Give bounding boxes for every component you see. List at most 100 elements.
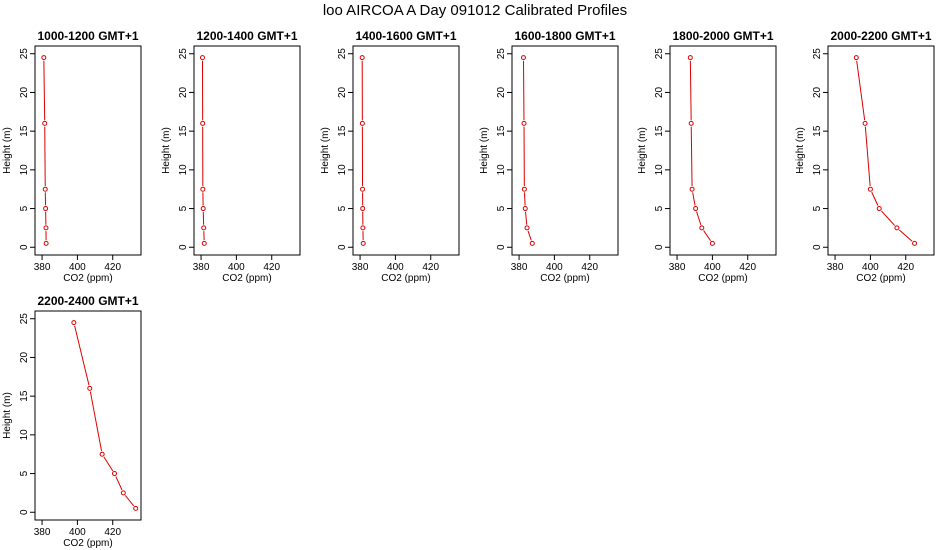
y-tick-label: 0 — [337, 244, 348, 250]
panel-title: 1600-1800 GMT+1 — [514, 29, 615, 43]
y-tick-label: 5 — [19, 205, 30, 211]
y-tick-label: 25 — [19, 313, 30, 325]
x-axis-label: CO2 (ppm) — [381, 273, 430, 284]
data-point — [360, 240, 366, 246]
y-tick-label: 10 — [178, 164, 189, 176]
data-point — [693, 206, 699, 212]
y-tick-label: 0 — [19, 509, 30, 515]
profile-panel-3: 1400-1600 GMT+1 380 400 420 0 5 10 15 20 25 CO2 (p… — [320, 29, 460, 284]
data-point — [87, 385, 93, 391]
data-point — [521, 186, 527, 192]
y-tick-label: 10 — [19, 429, 30, 441]
plot-frame — [34, 45, 142, 256]
data-point — [120, 490, 126, 496]
panel-title: 1400-1600 GMT+1 — [355, 29, 456, 43]
y-tick-label: 15 — [812, 125, 823, 137]
y-tick-label: 5 — [337, 205, 348, 211]
y-tick-label: 0 — [178, 244, 189, 250]
data-point — [521, 120, 527, 126]
data-point — [912, 240, 918, 246]
y-tick-label: 15 — [496, 125, 507, 137]
data-point — [71, 320, 77, 326]
y-tick-label: 20 — [19, 86, 30, 98]
y-tick-label: 0 — [654, 244, 665, 250]
y-tick-label: 5 — [178, 205, 189, 211]
data-point — [520, 55, 526, 61]
y-tick-label: 25 — [654, 48, 665, 60]
y-axis-label: Height (m) — [479, 127, 490, 174]
panel-title: 1000-1200 GMT+1 — [37, 29, 138, 43]
data-point — [201, 225, 207, 231]
data-point — [359, 120, 365, 126]
y-tick-label: 25 — [19, 48, 30, 60]
y-tick-label: 5 — [654, 205, 665, 211]
data-point — [853, 55, 859, 61]
series-segment — [115, 476, 123, 491]
y-axis-label: Height (m) — [161, 127, 172, 174]
series-segment — [703, 230, 712, 242]
series-segment — [527, 230, 532, 241]
x-tick-label: 380 — [827, 262, 844, 273]
y-tick-label: 5 — [496, 205, 507, 211]
plot-frame — [669, 45, 777, 256]
data-point — [862, 120, 868, 126]
y-tick-label: 15 — [19, 125, 30, 137]
y-tick-label: 10 — [812, 164, 823, 176]
x-tick-label: 400 — [69, 527, 86, 538]
y-axis-label: Height (m) — [2, 392, 13, 439]
profile-panel-1: 1000-1200 GMT+1 380 400 420 0 5 10 15 20 25 CO2 (p… — [2, 29, 142, 284]
y-tick-label: 5 — [19, 470, 30, 476]
profile-panel-7: 2200-2400 GMT+1 380 400 420 0 5 10 15 20 25 CO2 (p… — [2, 294, 142, 549]
x-tick-label: 420 — [739, 262, 756, 273]
data-point — [200, 186, 206, 192]
x-tick-label: 420 — [422, 262, 439, 273]
profile-panel-6: 2000-2200 GMT+1 380 400 420 0 5 10 15 20 25 CO2 (p… — [795, 29, 935, 284]
x-tick-label: 420 — [897, 262, 914, 273]
x-tick-label: 400 — [387, 262, 404, 273]
x-tick-label: 380 — [352, 262, 369, 273]
y-tick-label: 20 — [337, 86, 348, 98]
y-axis-label: Height (m) — [795, 127, 806, 174]
series-segment — [856, 60, 866, 121]
x-tick-label: 400 — [69, 262, 86, 273]
y-tick-label: 15 — [19, 390, 30, 402]
series-segment — [871, 191, 879, 206]
y-tick-label: 20 — [178, 86, 189, 98]
data-point — [42, 120, 48, 126]
plot-frame — [827, 45, 935, 256]
data-point — [689, 186, 695, 192]
x-tick-label: 400 — [546, 262, 563, 273]
x-axis-label: CO2 (ppm) — [698, 273, 747, 284]
data-point — [524, 225, 530, 231]
data-point — [41, 55, 47, 61]
y-tick-label: 25 — [496, 48, 507, 60]
x-tick-label: 380 — [669, 262, 686, 273]
x-tick-label: 420 — [263, 262, 280, 273]
data-point — [522, 206, 528, 212]
x-tick-label: 380 — [34, 527, 51, 538]
data-point — [133, 505, 139, 511]
y-axis-label: Height (m) — [2, 127, 13, 174]
x-tick-label: 400 — [704, 262, 721, 273]
x-axis-label: CO2 (ppm) — [856, 273, 905, 284]
data-point — [876, 206, 882, 212]
panel-title: 1800-2000 GMT+1 — [672, 29, 773, 43]
data-point — [688, 120, 694, 126]
x-tick-label: 420 — [581, 262, 598, 273]
data-point — [709, 240, 715, 246]
y-tick-label: 20 — [496, 86, 507, 98]
x-axis-label: CO2 (ppm) — [222, 273, 271, 284]
data-point — [699, 225, 705, 231]
plot-frame — [34, 310, 142, 521]
y-tick-label: 0 — [812, 244, 823, 250]
y-tick-label: 10 — [337, 164, 348, 176]
data-point — [359, 55, 365, 61]
y-tick-label: 15 — [337, 125, 348, 137]
y-tick-label: 20 — [812, 86, 823, 98]
y-tick-label: 25 — [178, 48, 189, 60]
data-point — [199, 55, 205, 61]
y-tick-label: 10 — [654, 164, 665, 176]
x-tick-label: 420 — [104, 262, 121, 273]
y-tick-label: 20 — [19, 351, 30, 363]
